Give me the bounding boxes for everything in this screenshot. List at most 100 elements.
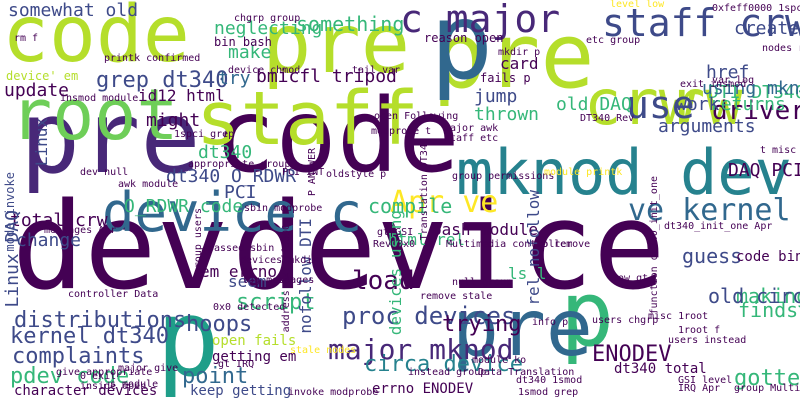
cloud-word: invoke modprobe: [288, 387, 379, 398]
cloud-word: card: [500, 54, 539, 73]
cloud-word: root: [10, 74, 179, 156]
cloud-word: info p: [532, 317, 569, 328]
cloud-word: kernel dt340: [10, 324, 169, 349]
cloud-word: group permissions: [452, 171, 555, 182]
cloud-word: users chgrp: [592, 315, 659, 326]
cloud-word: total crw: [10, 210, 108, 231]
cloud-word: gt GSI: [377, 227, 414, 238]
cloud-word: seem: [228, 272, 267, 291]
cloud-word: create: [734, 18, 800, 39]
cloud-word: c major: [400, 0, 561, 41]
cloud-word: use: [626, 83, 695, 127]
cloud-word: arguments: [658, 116, 756, 137]
cloud-word: 0x0 detected: [213, 302, 286, 313]
cloud-word: 1spci grep: [174, 129, 235, 140]
cloud-word: printk confirmed: [104, 53, 201, 64]
cloud-word: pre: [432, 4, 595, 109]
cloud-word: getting em: [212, 349, 297, 365]
cloud-word: PCI INT: [282, 167, 325, 178]
cloud-word: code: [214, 77, 460, 196]
cloud-word: 1smod grep: [518, 387, 579, 398]
cloud-word: users instead: [668, 335, 747, 346]
cloud-word: pre: [20, 79, 201, 196]
cloud-word: Rev 0x0: [373, 239, 416, 250]
cloud-word: p: [156, 277, 220, 400]
cloud-word: id12 html: [138, 86, 225, 105]
cloud-word: sbin modprobe: [244, 203, 323, 214]
cloud-word: bmicfl tripod: [256, 66, 397, 87]
cloud-word: try: [218, 68, 251, 89]
cloud-word: finds: [738, 298, 799, 322]
cloud-word: Apr ve: [390, 185, 499, 220]
cloud-word: GSI level: [678, 375, 733, 386]
cloud-word: grep dt340: [96, 68, 229, 93]
cloud-word: PCI: [224, 182, 257, 203]
cloud-word: script: [236, 290, 316, 315]
cloud-word: guess: [682, 244, 743, 268]
cloud-word: neglecting: [214, 18, 323, 39]
cloud-word: ls l: [508, 264, 547, 283]
cloud-word: gt IRQ: [218, 359, 255, 370]
cloud-word: var log: [712, 75, 755, 86]
cloud-word: device: [232, 178, 666, 317]
cloud-word: errno ENODEV: [372, 381, 474, 397]
cloud-word: Multimedia controller: [446, 239, 573, 250]
cloud-word: pre: [452, 284, 593, 374]
cloud-word: staff etc: [444, 133, 499, 144]
cloud-word: etc group: [586, 35, 641, 46]
cloud-word: ENODEV: [592, 342, 672, 367]
cloud-word: log messages: [242, 275, 315, 286]
cloud-word: instead group: [408, 367, 487, 378]
cloud-word: 0xfeff0000 1spci: [712, 3, 800, 14]
cloud-word: dt340 total: [614, 361, 707, 377]
cloud-word: 0 exit: [80, 371, 117, 382]
cloud-word: low gt: [612, 273, 649, 284]
cloud-word: major mknod: [328, 333, 514, 366]
cloud-word: 1root f: [678, 325, 721, 336]
cloud-word: Translation DT340: [419, 138, 430, 241]
cloud-word: jump: [474, 86, 518, 107]
cloud-word: Data Translation: [478, 367, 575, 378]
cloud-word: DAQ PCI: [728, 160, 800, 181]
cloud-word: module ko: [472, 355, 527, 366]
cloud-word: compile: [368, 194, 453, 218]
cloud-word: driver: [712, 96, 800, 126]
cloud-word: complaints: [12, 344, 145, 369]
cloud-word: dt340: [198, 142, 253, 163]
cloud-word: inside open: [80, 381, 147, 392]
cloud-word: dt340 O_RDWR: [166, 166, 297, 187]
cloud-word: open Following: [374, 111, 459, 122]
cloud-word: DTI DT340: [708, 82, 800, 103]
cloud-word: group Multimedia: [734, 383, 800, 394]
cloud-word: html rel: [388, 230, 466, 249]
cloud-word: exit insmod: [680, 79, 747, 90]
cloud-word: character devices: [14, 383, 158, 399]
cloud-word: p: [560, 262, 615, 367]
cloud-word: pdev code: [10, 364, 130, 389]
cloud-word: p: [430, 0, 494, 103]
cloud-word: making: [736, 284, 800, 308]
cloud-word: DT340 Rev: [580, 113, 635, 124]
cloud-word: level low: [610, 0, 665, 10]
cloud-word: stale nodes: [290, 345, 357, 356]
cloud-word: IRQ Apr: [678, 383, 721, 394]
cloud-word: somewhat old: [8, 0, 139, 21]
cloud-word: href: [706, 62, 750, 83]
cloud-word: thrown: [474, 104, 540, 125]
cloud-word: appropriate group: [188, 159, 291, 170]
cloud-word: staff crw: [602, 1, 800, 45]
cloud-word: hoops: [186, 312, 253, 337]
cloud-word: dev: [12, 178, 229, 317]
cloud-word: something: [296, 12, 405, 36]
cloud-word: old circa: [708, 284, 800, 308]
cloud-word: dt340_init_one Apr: [664, 221, 773, 232]
cloud-word: load: [352, 266, 415, 296]
cloud-word: returns: [710, 94, 786, 115]
cloud-word: bin bash: [214, 35, 272, 49]
cloud-word: group users: [193, 208, 204, 275]
cloud-word: mknod dev: [456, 136, 792, 209]
cloud-word: chgrp group: [234, 13, 301, 24]
cloud-word: awk module: [118, 179, 179, 190]
cloud-word: rw: [668, 66, 743, 139]
